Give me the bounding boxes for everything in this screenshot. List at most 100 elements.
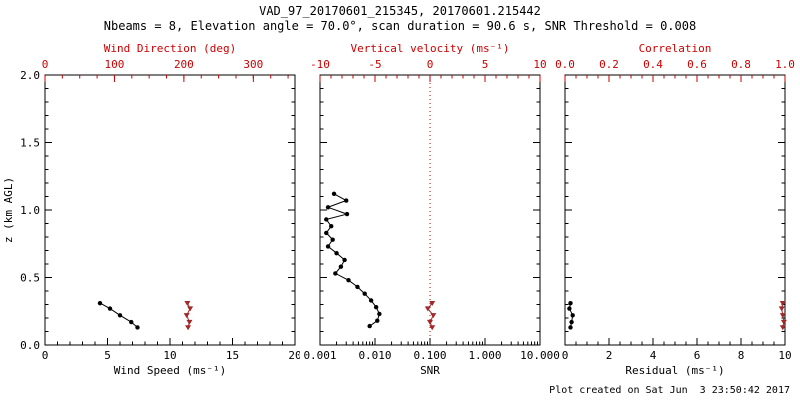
y-axis — [320, 74, 540, 346]
bottom-axis-title: Wind Speed (ms⁻¹) — [114, 364, 227, 377]
snr-profile-line — [325, 193, 380, 327]
vertical-velocity-marker — [429, 325, 436, 331]
top-tick-label: 0 — [42, 58, 49, 71]
top-tick-label: 5 — [482, 58, 489, 71]
bottom-axis-title: Residual (ms⁻¹) — [625, 364, 724, 377]
wind-speed-marker — [135, 325, 140, 330]
y-axis-title: z (km AGL) — [2, 177, 15, 243]
bottom-tick-label: 10.000 — [520, 349, 560, 362]
bottom-axis: 0 2 4 6 8 10 Residual (ms⁻¹) — [562, 338, 792, 377]
snr-profile-marker — [331, 191, 337, 196]
top-axis: 0.0 0.2 0.4 0.6 0.8 1.0 Correlation — [555, 42, 795, 82]
bottom-axis: 0 5 10 15 20 Wind Speed (ms⁻¹) — [42, 338, 300, 377]
top-tick-label: 0.0 — [555, 58, 575, 71]
bottom-tick-label: 20 — [288, 349, 300, 362]
residual-profile-marker — [567, 306, 572, 311]
bottom-tick-label: 15 — [226, 349, 239, 362]
wind-speed-marker — [107, 306, 113, 311]
snr-profile-marker — [346, 278, 351, 283]
snr-profile-marker — [333, 271, 338, 276]
snr-profile-marker — [344, 211, 350, 217]
wind-direction-marker — [186, 319, 193, 325]
snr-profile-marker — [324, 230, 329, 236]
residual-profile-marker — [568, 325, 573, 330]
wind-speed-marker — [129, 319, 134, 325]
snr-profile-marker — [329, 224, 334, 229]
top-tick-label: 10 — [533, 58, 546, 71]
snr-profile-marker — [367, 323, 372, 329]
snr-profile-marker — [342, 257, 347, 263]
bottom-tick-label: 5 — [104, 349, 111, 362]
bottom-axis-title: SNR — [420, 364, 440, 377]
top-tick-label: 0.4 — [643, 58, 663, 71]
bottom-axis: 0.001 0.010 0.100 1.000 10.000 SNR — [303, 338, 560, 377]
bottom-tick-label: 8 — [738, 349, 745, 362]
top-tick-label: 0.6 — [687, 58, 707, 71]
wind-direction-marker — [185, 325, 192, 331]
correlation-marker — [779, 300, 786, 306]
y-tick-label: 2.0 — [20, 69, 40, 82]
bottom-tick-label: 0 — [42, 349, 49, 362]
bottom-tick-label: 1.000 — [468, 349, 501, 362]
wind-speed-marker — [117, 313, 123, 318]
bottom-tick-label: 10 — [778, 349, 791, 362]
vertical-velocity-marker — [429, 300, 436, 306]
top-axis: 0 100 200 300 Wind Direction (deg) — [42, 42, 289, 82]
top-tick-label: 300 — [243, 58, 263, 71]
top-tick-label: 0.2 — [599, 58, 619, 71]
snr-profile-marker — [330, 237, 335, 242]
wind-speed-direction-panel: 0 5 10 15 20 Wind Speed (ms⁻¹) 0 100 200 300 Wind … — [2, 42, 300, 377]
snr-profile-marker — [344, 198, 349, 203]
snr-profile-marker — [377, 311, 382, 317]
top-axis-title: Correlation — [639, 42, 712, 55]
snr-profile-marker — [355, 284, 360, 290]
y-axis: 0.0 0.5 1.0 1.5 2.0 z (km AGL) — [2, 69, 295, 352]
residual-correlation-panel: 0 2 4 6 8 10 Residual (ms⁻¹) 0.0 0.2 0.4 0.6 0.8 1.0… — [555, 42, 795, 377]
top-axis: -10 -5 0 5 10 Vertical velocity (ms⁻¹) — [310, 42, 547, 82]
bottom-tick-label: 6 — [694, 349, 701, 362]
wind-direction-marker — [187, 306, 194, 312]
plot-timestamp: Plot created on Sat Jun 3 23:50:42 2017 — [549, 385, 790, 396]
vertical-velocity-marker — [424, 306, 431, 312]
top-tick-label: 0.8 — [731, 58, 751, 71]
top-tick-label: -10 — [310, 58, 330, 71]
bottom-tick-label: 0.010 — [358, 349, 391, 362]
plot-subtitle: Nbeams = 8, Elevation angle = 70.0°, sca… — [103, 19, 697, 33]
residual-profile-marker — [570, 313, 575, 318]
y-tick-label: 0.0 — [20, 339, 40, 352]
snr-profile-marker — [334, 251, 339, 256]
top-tick-label: 0 — [427, 58, 434, 71]
top-axis-title: Wind Direction (deg) — [104, 42, 236, 55]
snr-vertical-velocity-panel: 0.001 0.010 0.100 1.000 10.000 SNR -10 -5 0 5 10 Ve… — [303, 42, 560, 377]
y-tick-label: 0.5 — [20, 272, 40, 285]
y-axis — [565, 74, 785, 346]
vertical-velocity-marker — [430, 313, 437, 319]
top-tick-label: 1.0 — [775, 58, 795, 71]
snr-profile-marker — [368, 298, 374, 303]
snr-profile-marker — [324, 217, 329, 222]
plot-box — [564, 74, 786, 346]
residual-profile-marker — [568, 300, 573, 306]
top-tick-label: 200 — [174, 58, 194, 71]
snr-profile-marker — [362, 291, 367, 296]
wind-speed-marker — [97, 300, 103, 306]
bottom-tick-label: 0 — [562, 349, 569, 362]
residual-profile-marker — [569, 319, 574, 325]
snr-profile-marker — [325, 205, 331, 210]
snr-profile-marker — [325, 244, 331, 249]
correlation-marker — [779, 325, 786, 331]
top-axis-title: Vertical velocity (ms⁻¹) — [351, 42, 510, 55]
top-tick-label: 100 — [105, 58, 125, 71]
correlation-marker — [778, 306, 785, 312]
vertical-velocity-marker — [427, 319, 433, 325]
wind-direction-marker — [184, 300, 191, 306]
bottom-tick-label: 2 — [606, 349, 613, 362]
snr-profile-marker — [373, 305, 379, 310]
y-tick-label: 1.0 — [20, 204, 40, 217]
wind-direction-marker — [183, 313, 190, 319]
y-tick-label: 1.5 — [20, 137, 40, 150]
bottom-tick-label: 0.001 — [303, 349, 336, 362]
snr-profile-marker — [338, 264, 344, 269]
top-tick-label: -5 — [368, 58, 381, 71]
plot-title: VAD_97_20170601_215345, 20170601.215442 — [259, 4, 541, 18]
